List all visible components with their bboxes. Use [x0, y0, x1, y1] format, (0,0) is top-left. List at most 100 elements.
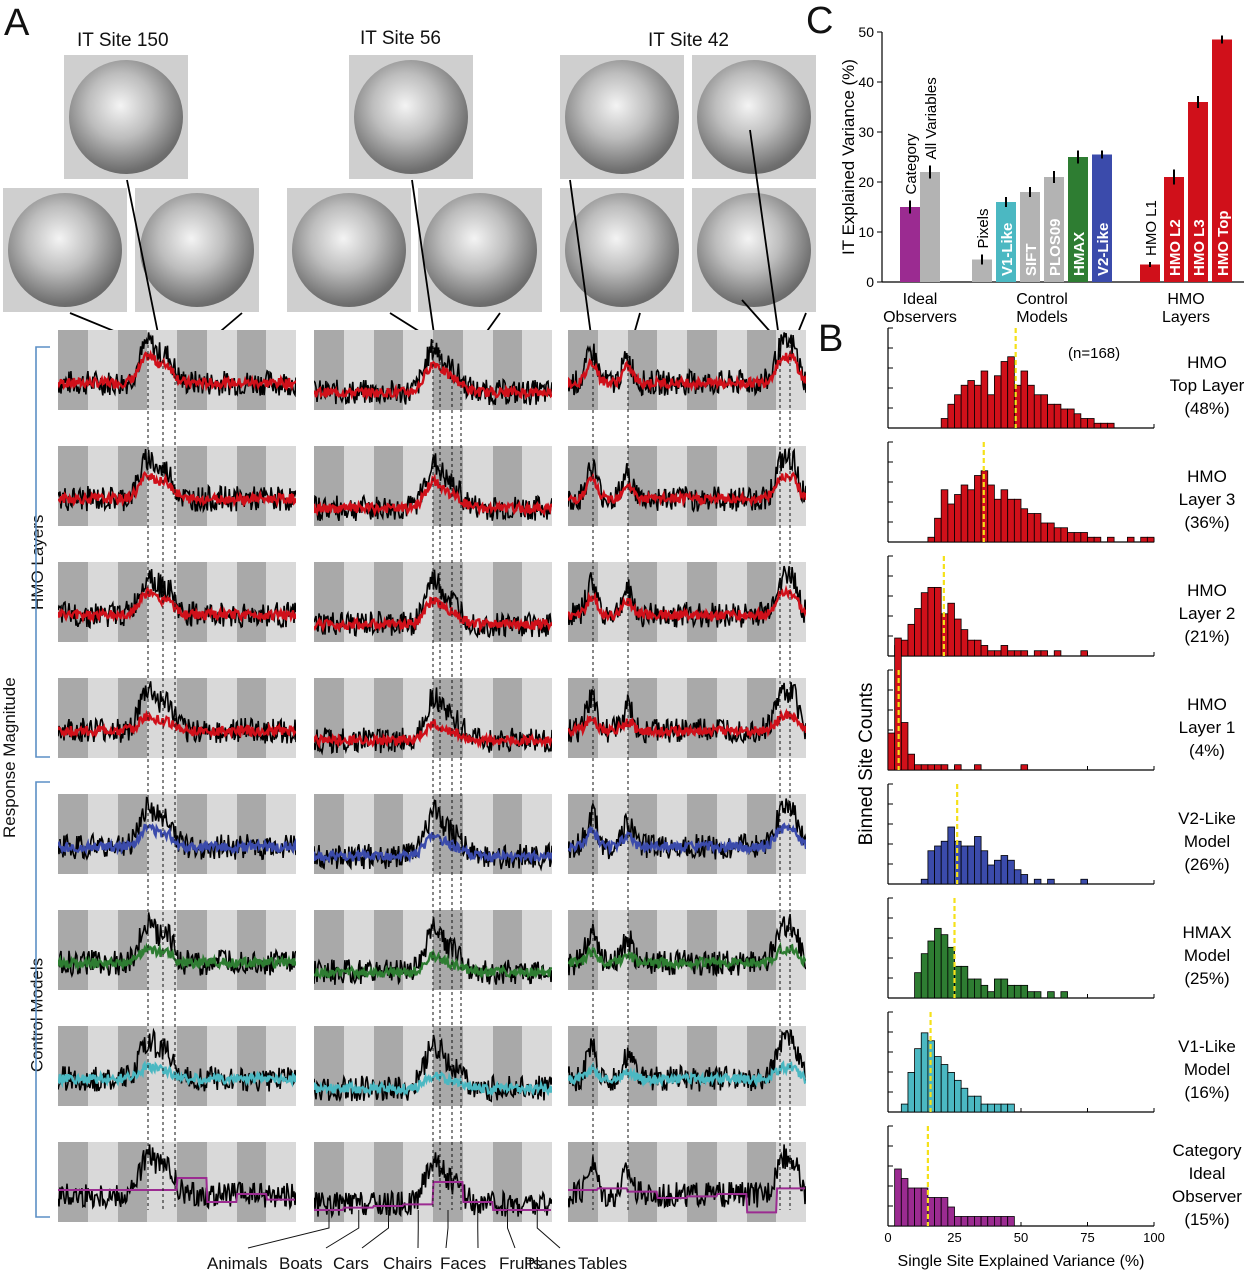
stimulus-image [692, 55, 816, 179]
hist-bar [987, 484, 995, 543]
hist-bar [1047, 991, 1055, 999]
hist-label: (16%) [1184, 1083, 1229, 1102]
category-stripe [177, 446, 207, 526]
hist-label: Observer [1172, 1187, 1242, 1206]
bar-label: PLOS09 [1047, 218, 1064, 276]
hist-label: (36%) [1184, 513, 1229, 532]
hist-bar [894, 1168, 902, 1227]
hist-bar [1107, 422, 1115, 429]
category-stripe [627, 910, 658, 990]
category-stripe [266, 1026, 296, 1106]
hist-bar [920, 592, 929, 657]
trace-panel [314, 794, 552, 874]
category-stripe [87, 446, 118, 526]
category-label: Boats [279, 1254, 323, 1273]
trace-panel [314, 678, 552, 758]
hist-bar [993, 859, 1002, 885]
category-stripe [716, 678, 747, 758]
hist-bar [954, 840, 962, 885]
hist-bar [914, 972, 922, 999]
hist-bar [920, 878, 929, 885]
hist-bar [967, 380, 975, 429]
hist-label: (26%) [1184, 855, 1229, 874]
group-label: Observers [883, 309, 957, 326]
category-stripe [627, 1026, 658, 1106]
hist-label: (25%) [1184, 969, 1229, 988]
trace-panel [314, 1026, 552, 1106]
bar [996, 202, 1016, 282]
hist-bar [907, 1072, 916, 1113]
hist-bar [907, 753, 916, 771]
stimulus-image [692, 188, 816, 312]
category-stripe [657, 1142, 687, 1222]
trace-plot [58, 796, 296, 861]
hist-bar [934, 1056, 942, 1113]
trace-plot [314, 1152, 552, 1219]
stimulus-image [64, 55, 188, 179]
sample-size-note: (n=168) [1068, 345, 1120, 362]
hist-bar [974, 764, 982, 771]
trace-plot [314, 799, 552, 872]
category-stripe [58, 1142, 88, 1222]
hist-bar [980, 984, 989, 999]
hist-bar [1013, 498, 1022, 543]
category-stripe [206, 446, 237, 526]
trace-plot [58, 1144, 296, 1211]
category-stripe [206, 330, 237, 410]
category-stripe [266, 330, 296, 410]
category-stripe [58, 330, 88, 410]
hist-bar [927, 850, 935, 885]
trace-plot [568, 1029, 806, 1092]
trace-plot [314, 453, 552, 522]
hist-bar [1126, 536, 1135, 543]
category-stripe [236, 910, 267, 990]
hist-bar [1000, 489, 1009, 543]
category-stripe [716, 446, 747, 526]
hist-label: Layer 2 [1179, 604, 1236, 623]
stimulus-image [560, 188, 684, 312]
category-stripe [657, 446, 687, 526]
hist-bar [1007, 984, 1015, 999]
panel-letter-b: B [818, 318, 844, 360]
hist-bar [960, 384, 969, 429]
hist-bar [1073, 532, 1082, 543]
model-prediction-trace [58, 584, 296, 624]
hist-bar [934, 764, 942, 771]
category-stripe [657, 794, 687, 874]
category-stripe [58, 910, 88, 990]
hist-bar [927, 536, 935, 543]
x-tick-label: 75 [1080, 1230, 1094, 1245]
y-axis-label: Binned Site Counts [856, 683, 877, 846]
model-prediction-trace [568, 349, 806, 392]
hist-bar [1060, 527, 1068, 543]
x-tick-label: 0 [884, 1230, 891, 1245]
histogram-stack: HMO Top Layer (48%) HMO Layer 3 (36%) HMO Layer… [856, 327, 1245, 1270]
model-prediction-trace [314, 360, 552, 401]
panel-letter-a: A [4, 2, 30, 44]
hist-label: Layer 1 [1179, 718, 1236, 737]
hist-label: V1-Like [1178, 1037, 1236, 1056]
trace-panel [568, 562, 806, 642]
trace-plot [568, 332, 806, 397]
category-stripe [266, 910, 296, 990]
category-stripe [266, 678, 296, 758]
hist-bar [920, 953, 929, 999]
category-stripe [206, 562, 237, 642]
trace-panel [58, 1026, 296, 1106]
category-stripe [266, 562, 296, 642]
hist-bar [954, 494, 962, 543]
y-tick-label: 10 [858, 224, 874, 240]
hist-bar [993, 1103, 1002, 1113]
hist-bar [1087, 536, 1095, 543]
x-tick-label: 100 [1143, 1230, 1165, 1245]
hist-bar [987, 1103, 995, 1113]
category-stripe [657, 562, 687, 642]
y-axis-label: IT Explained Variance (%) [839, 59, 858, 255]
hist-bar [993, 978, 1002, 999]
bar-label: HMAX [1071, 232, 1088, 276]
model-prediction-trace [58, 1060, 296, 1089]
hist-bar [1033, 513, 1042, 543]
x-tick-label: 25 [947, 1230, 961, 1245]
hist-bar [900, 722, 909, 771]
category-stripe [746, 1142, 777, 1222]
